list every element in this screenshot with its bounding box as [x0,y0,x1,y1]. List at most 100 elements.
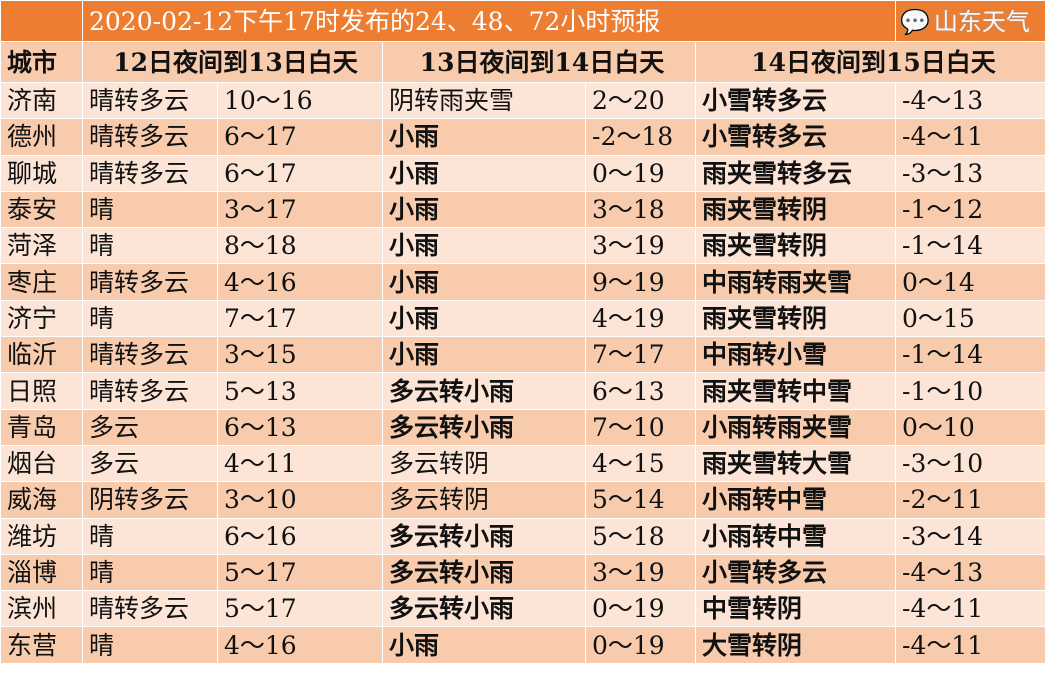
weather-day1[interactable]: 晴 [82,299,218,338]
temp-day3[interactable]: -4～11 [895,118,1045,156]
temp-day1[interactable]: 3～15 [217,336,383,374]
temp-day2[interactable]: 7～10 [585,408,696,446]
header-city[interactable]: 城市 [0,41,83,83]
temp-day1[interactable]: 3～10 [217,481,383,519]
temp-day1[interactable]: 10～16 [217,81,383,120]
weather-day1[interactable]: 晴 [82,517,218,555]
temp-day3[interactable]: -3～13 [895,154,1045,192]
temp-day1[interactable]: 5～17 [217,590,383,628]
weather-day1[interactable]: 阴转多云 [82,481,218,519]
temp-day1[interactable]: 8～18 [217,227,383,265]
temp-day1[interactable]: 4～11 [217,444,383,483]
temp-day2[interactable]: 6～13 [585,372,696,410]
cell[interactable] [0,0,83,42]
temp-day1[interactable]: 7～17 [217,299,383,338]
weather-day3[interactable]: 小雨转雨夹雪 [694,408,897,446]
city-cell[interactable]: 济南 [0,81,83,120]
weather-day2[interactable]: 小雨 [382,263,586,301]
city-cell[interactable]: 济宁 [0,299,83,338]
weather-day2[interactable]: 多云转小雨 [382,408,586,446]
city-cell[interactable]: 淄博 [0,553,83,592]
weather-day3[interactable]: 雨夹雪转中雪 [694,372,897,410]
temp-day2[interactable]: 9～19 [585,263,696,301]
weather-day3[interactable]: 雨夹雪转多云 [694,154,897,192]
weather-day3[interactable]: 雨夹雪转大雪 [694,444,897,483]
temp-day2[interactable]: 7～17 [585,336,696,374]
weather-day3[interactable]: 雨夹雪转阴 [694,227,897,265]
weather-day3[interactable]: 大雪转阴 [694,626,897,664]
weather-day2[interactable]: 多云转阴 [382,481,586,519]
weather-day1[interactable]: 晴 [82,626,218,664]
temp-day3[interactable]: -4～11 [895,626,1045,664]
temp-day1[interactable]: 6～16 [217,517,383,555]
weather-day2[interactable]: 小雨 [382,154,586,192]
weather-day2[interactable]: 多云转小雨 [382,553,586,592]
weather-day2[interactable]: 多云转小雨 [382,372,586,410]
weather-day3[interactable]: 小雪转多云 [694,81,897,120]
header-day2[interactable]: 13日夜间到14日白天 [382,41,696,83]
weather-day1[interactable]: 晴转多云 [82,81,218,120]
city-cell[interactable]: 德州 [0,118,83,156]
city-cell[interactable]: 威海 [0,481,83,519]
weather-day2[interactable]: 小雨 [382,227,586,265]
weather-day3[interactable]: 中雨转雨夹雪 [694,263,897,301]
temp-day3[interactable]: -4～13 [895,553,1045,592]
temp-day2[interactable]: 3～19 [585,553,696,592]
city-cell[interactable]: 泰安 [0,190,83,229]
temp-day1[interactable]: 4～16 [217,626,383,664]
temp-day3[interactable]: -4～11 [895,590,1045,628]
weather-day1[interactable]: 晴转多云 [82,118,218,156]
weather-day2[interactable]: 多云转小雨 [382,517,586,555]
weather-day2[interactable]: 小雨 [382,336,586,374]
temp-day2[interactable]: 0～19 [585,154,696,192]
table-title[interactable]: 2020-02-12下午17时发布的24、48、72小时预报 [81,0,897,42]
city-cell[interactable]: 东营 [0,626,83,664]
temp-day2[interactable]: 2～20 [585,81,696,120]
weather-day2[interactable]: 阴转雨夹雪 [382,81,586,120]
city-cell[interactable]: 枣庄 [0,263,83,301]
temp-day1[interactable]: 6～17 [217,118,383,156]
temp-day1[interactable]: 5～13 [217,372,383,410]
city-cell[interactable]: 日照 [0,372,83,410]
temp-day2[interactable]: 0～19 [585,590,696,628]
weather-day1[interactable]: 晴 [82,227,218,265]
temp-day3[interactable]: -3～10 [895,444,1045,483]
temp-day2[interactable]: 4～19 [585,299,696,338]
temp-day3[interactable]: 0～14 [895,263,1045,301]
weather-day1[interactable]: 晴转多云 [82,154,218,192]
weather-day1[interactable]: 多云 [82,444,218,483]
weather-day3[interactable]: 小雪转多云 [694,118,897,156]
weather-day2[interactable]: 多云转小雨 [382,590,586,628]
temp-day2[interactable]: 5～18 [585,517,696,555]
temp-day2[interactable]: 3～18 [585,190,696,229]
temp-day2[interactable]: -2～18 [585,118,696,156]
temp-day3[interactable]: -1～14 [895,336,1045,374]
weather-day2[interactable]: 小雨 [382,118,586,156]
city-cell[interactable]: 滨州 [0,590,83,628]
weather-day3[interactable]: 雨夹雪转阴 [694,299,897,338]
weather-day1[interactable]: 晴 [82,190,218,229]
temp-day3[interactable]: -3～14 [895,517,1045,555]
temp-day1[interactable]: 3～17 [217,190,383,229]
temp-day2[interactable]: 4～15 [585,444,696,483]
weather-day2[interactable]: 小雨 [382,299,586,338]
weather-day1[interactable]: 晴 [82,553,218,592]
temp-day1[interactable]: 6～17 [217,154,383,192]
weather-day3[interactable]: 中雪转阴 [694,590,897,628]
header-day1[interactable]: 12日夜间到13日白天 [82,41,383,83]
cell[interactable] [895,0,1045,42]
weather-day3[interactable]: 小雨转中雪 [694,481,897,519]
weather-day1[interactable]: 晴转多云 [82,590,218,628]
temp-day3[interactable]: -4～13 [895,81,1045,120]
weather-day2[interactable]: 小雨 [382,190,586,229]
temp-day1[interactable]: 5～17 [217,553,383,592]
temp-day1[interactable]: 6～13 [217,408,383,446]
city-cell[interactable]: 临沂 [0,336,83,374]
weather-day2[interactable]: 多云转阴 [382,444,586,483]
temp-day2[interactable]: 3～19 [585,227,696,265]
city-cell[interactable]: 青岛 [0,408,83,446]
temp-day3[interactable]: -1～14 [895,227,1045,265]
city-cell[interactable]: 烟台 [0,444,83,483]
temp-day1[interactable]: 4～16 [217,263,383,301]
city-cell[interactable]: 菏泽 [0,227,83,265]
